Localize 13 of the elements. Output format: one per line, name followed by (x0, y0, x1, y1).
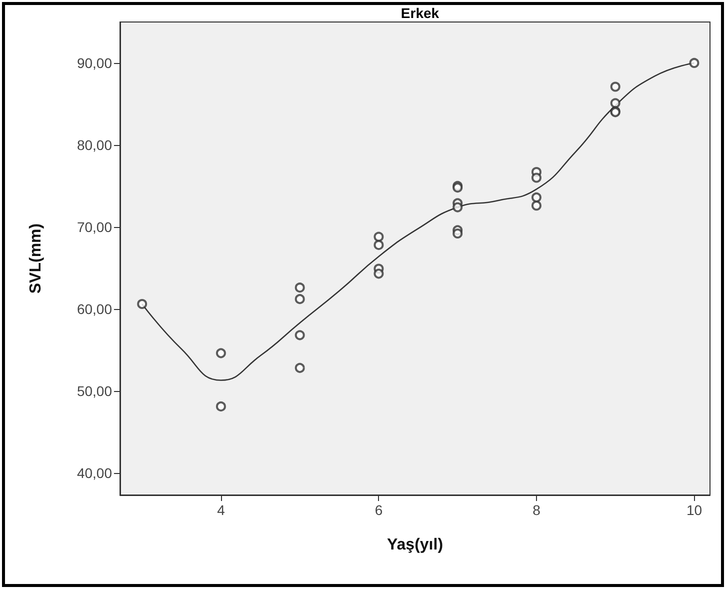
x-tick-label: 10 (686, 502, 702, 518)
chart-title: Erkek (400, 5, 440, 21)
y-tick-label: 90,00 (76, 54, 112, 71)
y-tick-label: 80,00 (76, 136, 112, 153)
y-axis-title: SVL(mm) (28, 223, 44, 294)
x-axis-title: Yaş(yıl) (386, 536, 444, 554)
y-tick-label: 60,00 (76, 300, 112, 317)
y-tick-label: 40,00 (76, 464, 112, 481)
y-tick-label: 70,00 (76, 218, 112, 235)
x-tick-label: 6 (374, 502, 383, 518)
y-tick-label: 50,00 (76, 382, 112, 399)
x-tick-label: 4 (217, 502, 226, 518)
x-tick-label: 8 (532, 502, 541, 518)
